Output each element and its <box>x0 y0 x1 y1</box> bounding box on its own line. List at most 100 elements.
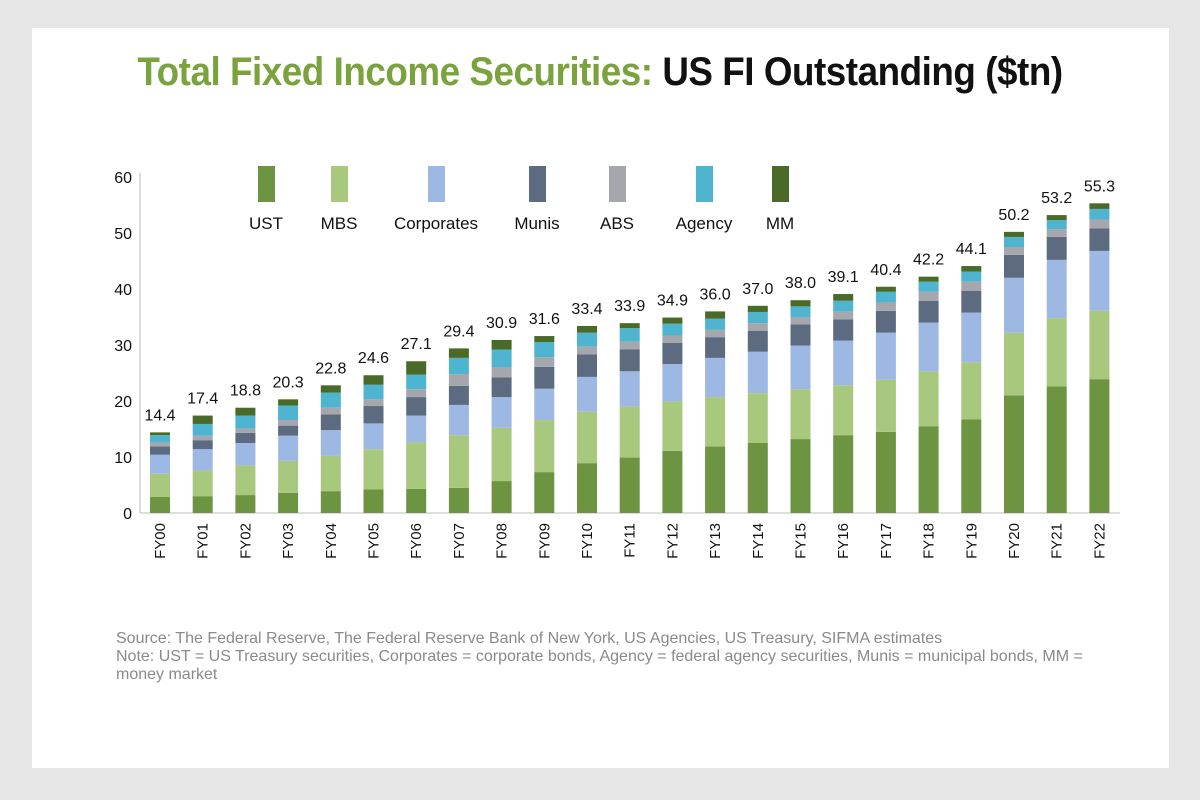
bar-stack-fy10 <box>577 325 597 513</box>
bar-segment-abs <box>577 346 597 355</box>
bar-segment-corporates <box>961 312 982 363</box>
bar-segment-ust <box>875 431 896 513</box>
bar-stack-fy09 <box>534 336 555 513</box>
bar-segment-ust <box>662 450 683 513</box>
total-data-label: 22.8 <box>315 360 346 377</box>
bar-segment-ust <box>150 496 170 513</box>
bar-segment-mbs <box>406 442 427 489</box>
y-tick-label: 40 <box>114 282 132 299</box>
total-data-label: 55.3 <box>1084 178 1115 195</box>
bar-stack-fy16 <box>833 294 854 513</box>
legend-item-abs: ABS <box>600 166 634 233</box>
bar-segment-corporates <box>662 364 683 402</box>
legend-item-mm: MM <box>766 166 794 233</box>
bar-segment-mm <box>705 311 726 319</box>
bar-segment-agency <box>619 328 640 342</box>
bar-segment-ust <box>918 426 939 513</box>
bar-segment-munis <box>577 354 597 377</box>
bar-segment-abs <box>320 407 341 415</box>
bar-segment-corporates <box>577 376 597 412</box>
legend-item-mbs: MBS <box>321 166 357 233</box>
bar-segment-abs <box>534 357 555 367</box>
bar-segment-corporates <box>747 351 768 394</box>
bar-segment-corporates <box>705 357 726 398</box>
bar-segment-ust <box>448 487 469 513</box>
legend-swatch <box>331 166 348 202</box>
bar-stack-fy08 <box>491 339 512 513</box>
bar-segment-mbs <box>320 455 341 492</box>
bar-segment-mbs <box>150 473 170 497</box>
bar-stack-fy17 <box>875 286 896 513</box>
bar-segment-agency <box>448 357 469 375</box>
bar-stack-fy21 <box>1046 215 1067 513</box>
bar-segment-mbs <box>577 411 597 464</box>
bar-segment-mbs <box>192 470 213 497</box>
bar-segment-ust <box>961 419 982 513</box>
bar-stack-fy19 <box>961 266 982 513</box>
bar-segment-agency <box>662 323 683 336</box>
x-tick-label: FY04 <box>323 523 340 559</box>
y-tick-label: 30 <box>114 338 132 355</box>
bar-segment-mm <box>150 432 170 436</box>
total-data-label: 24.6 <box>358 350 389 367</box>
bar-segment-mm <box>278 399 299 406</box>
bar-segment-agency <box>192 423 213 436</box>
bar-segment-agency <box>918 281 939 292</box>
total-data-label: 37.0 <box>742 281 773 298</box>
legend-swatch <box>258 166 275 202</box>
bar-segment-mm <box>363 375 384 385</box>
x-tick-label: FY05 <box>366 523 383 559</box>
bar-segment-mbs <box>491 427 512 482</box>
total-data-label: 53.2 <box>1041 190 1072 207</box>
bar-segment-ust <box>705 446 726 513</box>
bar-segment-mbs <box>534 420 555 473</box>
bar-segment-munis <box>320 414 341 431</box>
bar-segment-abs <box>235 428 256 433</box>
bar-segment-corporates <box>278 435 299 461</box>
bar-segment-ust <box>619 457 640 513</box>
bar-segment-munis <box>918 300 939 323</box>
bar-segment-mbs <box>918 371 939 427</box>
bar-segment-agency <box>363 384 384 400</box>
bar-segment-munis <box>662 342 683 365</box>
bar-segment-mm <box>961 266 982 272</box>
bar-segment-mbs <box>1089 310 1110 380</box>
bar-segment-ust <box>1046 386 1067 513</box>
bar-segment-mm <box>662 317 683 324</box>
bar-segment-mm <box>833 294 854 301</box>
bar-segment-corporates <box>192 449 213 471</box>
bar-segment-agency <box>1046 220 1067 230</box>
bar-segment-mbs <box>235 465 256 496</box>
legend-item-agency: Agency <box>676 166 733 233</box>
bar-segment-abs <box>278 420 299 426</box>
bar-segment-munis <box>961 290 982 313</box>
total-data-label: 14.4 <box>144 407 175 424</box>
bar-segment-abs <box>1004 247 1024 255</box>
bar-segment-mm <box>577 325 597 333</box>
bar-segment-corporates <box>619 371 640 407</box>
total-data-label: 18.8 <box>230 383 261 400</box>
bar-segment-abs <box>406 389 427 398</box>
bar-stack-fy07 <box>448 348 469 513</box>
bar-segment-ust <box>1089 379 1110 513</box>
bar-segment-mm <box>747 305 768 312</box>
bar-segment-munis <box>1004 254 1024 278</box>
bar-segment-ust <box>833 435 854 513</box>
legend-swatch <box>696 166 713 202</box>
total-data-label: 34.9 <box>657 293 688 310</box>
legend-label: MM <box>766 214 794 233</box>
bar-segment-ust <box>747 443 768 513</box>
bar-segment-mm <box>491 339 512 350</box>
bar-segment-corporates <box>363 423 384 450</box>
bar-segment-abs <box>790 317 811 325</box>
legend-label: ABS <box>600 214 634 233</box>
bar-segment-abs <box>705 329 726 338</box>
bar-stack-fy11 <box>619 323 640 513</box>
bar-segment-munis <box>491 377 512 398</box>
bar-segment-ust <box>278 492 299 513</box>
bar-stack-fy18 <box>918 276 939 513</box>
bar-segment-munis <box>875 310 896 333</box>
bar-segment-munis <box>534 366 555 389</box>
x-tick-label: FY01 <box>195 523 212 559</box>
